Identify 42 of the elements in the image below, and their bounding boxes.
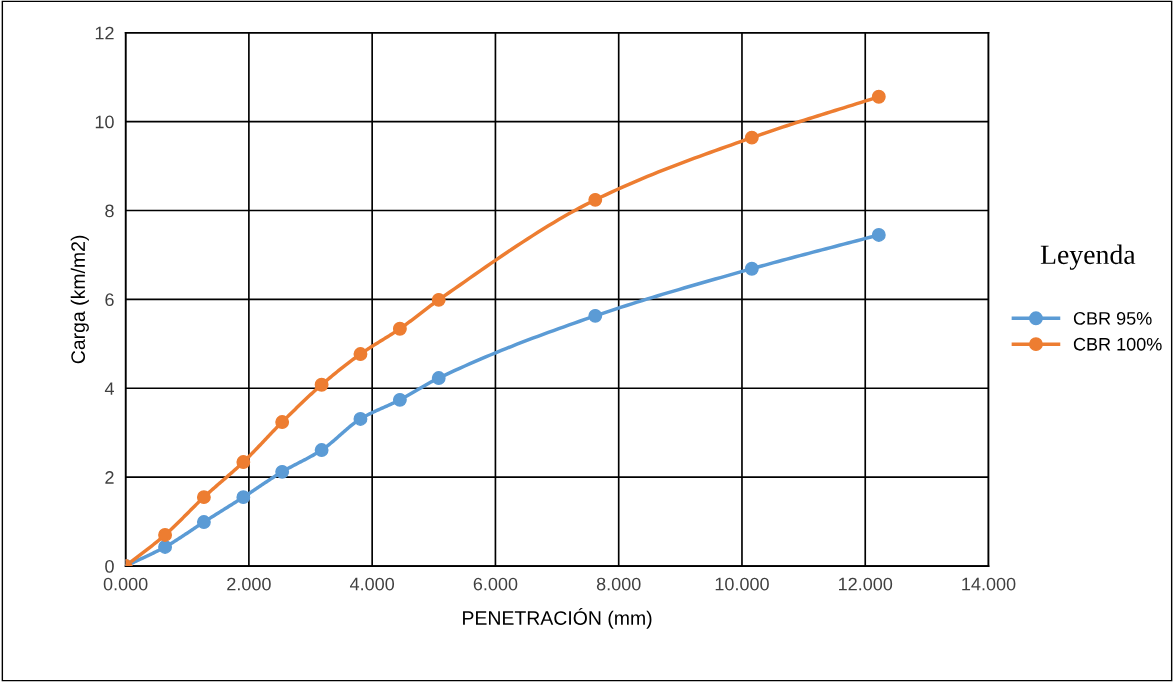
point [588, 192, 603, 207]
x-tick-label: 14.000 [962, 577, 1016, 591]
point [196, 490, 211, 505]
point [314, 377, 329, 392]
y-tick-label: 4 [104, 382, 114, 395]
point [588, 308, 603, 323]
point [871, 228, 886, 242]
y-tick-label: 2 [105, 471, 114, 484]
point [275, 415, 290, 430]
point [871, 89, 886, 104]
point [431, 292, 446, 307]
point [392, 392, 407, 407]
y-tick-label: 12 [95, 26, 114, 40]
point [314, 443, 329, 458]
x-tick-label: 10.000 [715, 577, 769, 591]
y-tick-label: 6 [105, 293, 114, 307]
point [158, 528, 173, 542]
point [236, 455, 251, 470]
legend-title: Leyenda [1040, 244, 1136, 270]
point [353, 347, 368, 362]
point [392, 321, 407, 336]
point [431, 371, 446, 386]
point [353, 412, 368, 426]
x-axis-title: PENETRACIÓN (mm) [463, 607, 652, 629]
x-tick-label: 0.000 [103, 577, 148, 591]
point [196, 515, 211, 530]
x-tick-label: 12.000 [839, 577, 893, 591]
legend-label: CBR 95% [1073, 312, 1152, 325]
x-tick-label: 4.000 [349, 577, 395, 591]
x-tick-label: 6.000 [473, 577, 518, 591]
point [236, 490, 251, 505]
y-axis-title: Carga (km/m2) [70, 235, 89, 364]
y-tick-label: 10 [95, 115, 114, 129]
legend-label: CBR 100% [1073, 337, 1162, 351]
point [275, 464, 290, 479]
x-tick-label: 8.000 [596, 577, 641, 591]
y-tick-label: 8 [105, 204, 114, 218]
x-tick-label: 2.000 [227, 577, 271, 591]
point [744, 261, 759, 276]
point [158, 540, 173, 554]
y-tick-label: 0 [105, 559, 114, 573]
point [744, 130, 759, 145]
